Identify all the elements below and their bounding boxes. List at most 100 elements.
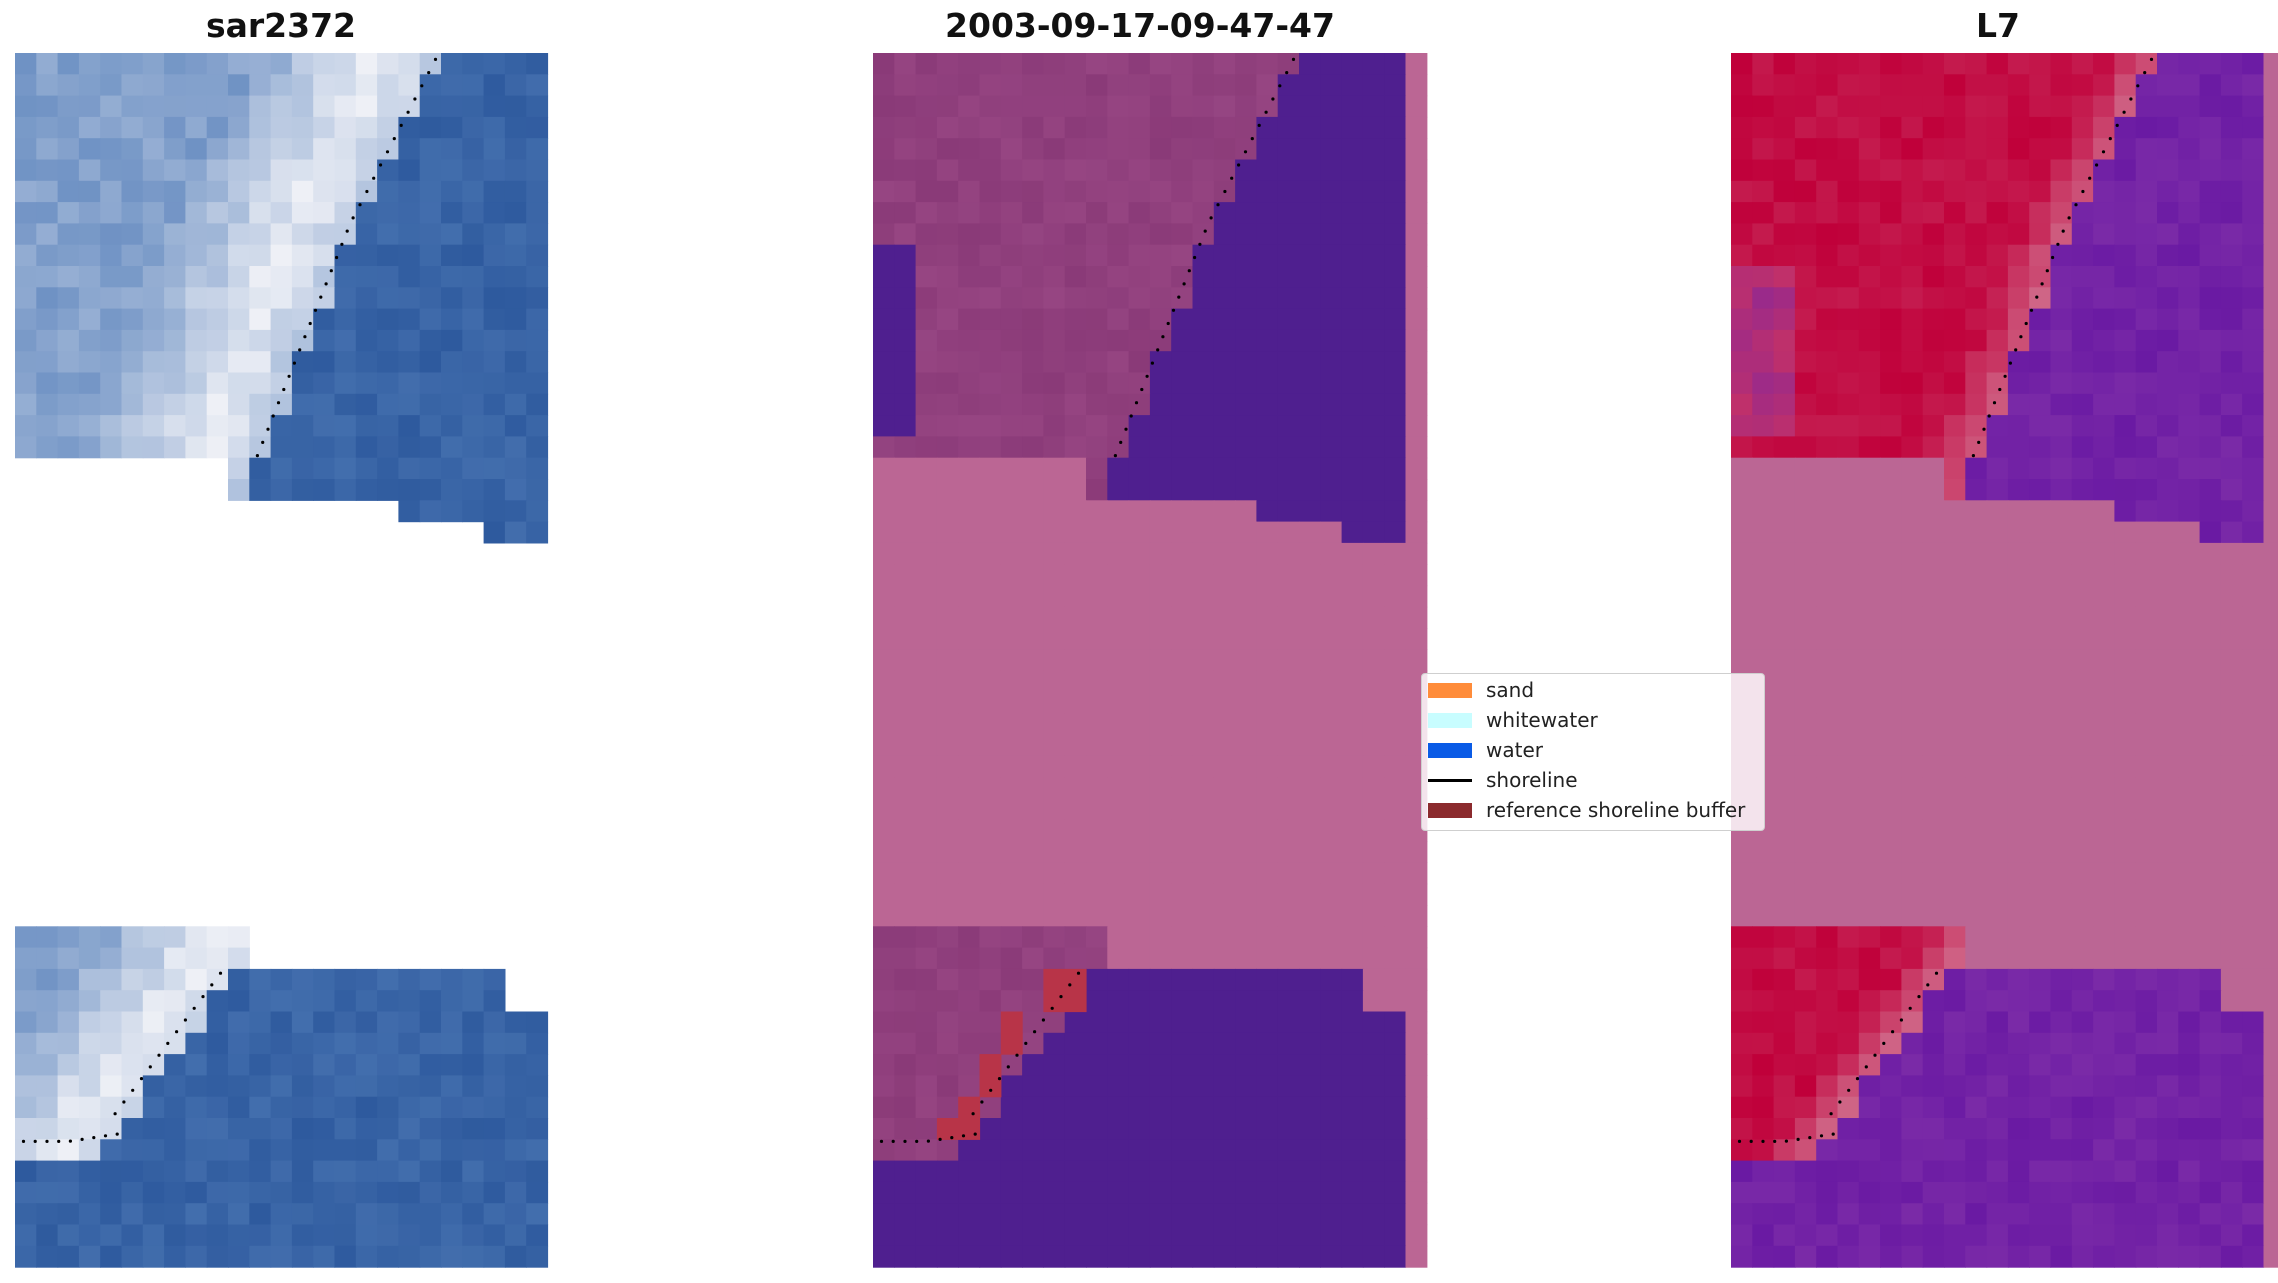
image-pixel [526,244,549,267]
image-pixel [2242,329,2265,352]
image-pixel [121,266,144,288]
image-pixel [2114,841,2137,863]
image-pixel [2071,1011,2094,1034]
image-pixel [1944,223,1966,246]
image-pixel [462,457,485,480]
image-pixel [504,1203,527,1226]
image-pixel [2242,606,2265,629]
image-pixel [2242,585,2265,608]
image-pixel [1922,862,1945,885]
image-pixel [419,308,442,331]
image-pixel [2093,1054,2115,1076]
image-pixel [1965,1245,1988,1268]
image-pixel [270,159,293,182]
image-pixel [2071,606,2094,629]
image-pixel [1816,53,1839,75]
image-pixel [2199,1160,2222,1183]
image-pixel [1880,1075,1902,1098]
image-pixel [1837,266,1860,288]
image-pixel [57,1096,80,1119]
image-pixel [15,266,37,288]
image-pixel [2199,990,2222,1013]
image-pixel [2199,649,2222,672]
image-pixel [270,1160,293,1183]
image-pixel [228,1181,250,1204]
image-pixel [228,479,250,501]
image-pixel [2263,138,2278,161]
image-pixel [2242,990,2265,1013]
image-pixel [2007,138,2030,161]
image-pixel [249,393,272,416]
image-pixel [2263,692,2278,714]
image-pixel [377,457,399,480]
image-pixel [2050,628,2073,650]
image-pixel [1794,585,1817,608]
image-pixel [2093,1245,2115,1268]
image-pixel [504,415,527,437]
image-pixel [2220,159,2243,182]
image-pixel [1816,266,1839,288]
image-pixel [206,1224,229,1247]
image-pixel [334,329,357,352]
image-pixel [2071,287,2094,310]
image-pixel [185,159,208,182]
image-pixel [2071,734,2094,757]
image-pixel [2263,1224,2278,1247]
image-pixel [1752,542,1775,565]
image-pixel [57,74,80,97]
image-pixel [1986,74,2009,97]
image-pixel [2050,1075,2073,1098]
image-pixel [100,244,123,267]
image-pixel [15,1224,37,1247]
image-pixel [2029,116,2052,139]
image-pixel [1965,926,1988,949]
image-pixel [2135,883,2158,906]
image-pixel [504,393,527,416]
image-pixel [249,116,272,139]
image-pixel [2220,415,2243,437]
image-pixel [2242,180,2265,203]
image-pixel [2263,841,2278,863]
image-pixel [462,1054,485,1076]
image-pixel [228,116,250,139]
image-pixel [1922,649,1945,672]
image-pixel [2157,777,2179,800]
image-pixel [142,1203,165,1226]
image-pixel [2050,798,2073,821]
image-pixel [1731,1139,1753,1162]
image-pixel [1858,777,1881,800]
shoreline-point [1737,1139,1742,1143]
image-pixel [1944,564,1966,587]
image-pixel [2007,841,2030,863]
image-pixel [1901,1139,1924,1162]
image-pixel [1773,393,1796,416]
image-pixel [1773,819,1796,842]
image-pixel [1837,308,1860,331]
image-pixel [2114,415,2137,437]
image-pixel [270,1032,293,1055]
image-pixel [1816,1011,1839,1034]
image-pixel [1858,202,1881,224]
image-pixel [1901,990,1924,1013]
image-pixel [1837,883,1860,906]
shoreline-point [1808,1136,1812,1140]
image-pixel [1752,521,1775,544]
image-pixel [441,266,463,288]
image-pixel [2071,74,2094,97]
image-pixel [2135,500,2158,523]
image-pixel [483,159,506,182]
image-pixel [441,436,463,459]
image-pixel [36,223,59,246]
image-pixel [2071,1160,2094,1183]
image-pixel [2007,1096,2030,1119]
image-pixel [334,1118,357,1140]
image-pixel [1752,1011,1775,1034]
image-pixel [483,180,506,203]
image-pixel [1837,968,1860,991]
image-pixel [121,1160,144,1183]
image-pixel [2071,308,2094,331]
image-pixel [2220,841,2243,863]
image-pixel [2093,990,2115,1013]
image-pixel [142,223,165,246]
image-pixel [2178,734,2201,757]
